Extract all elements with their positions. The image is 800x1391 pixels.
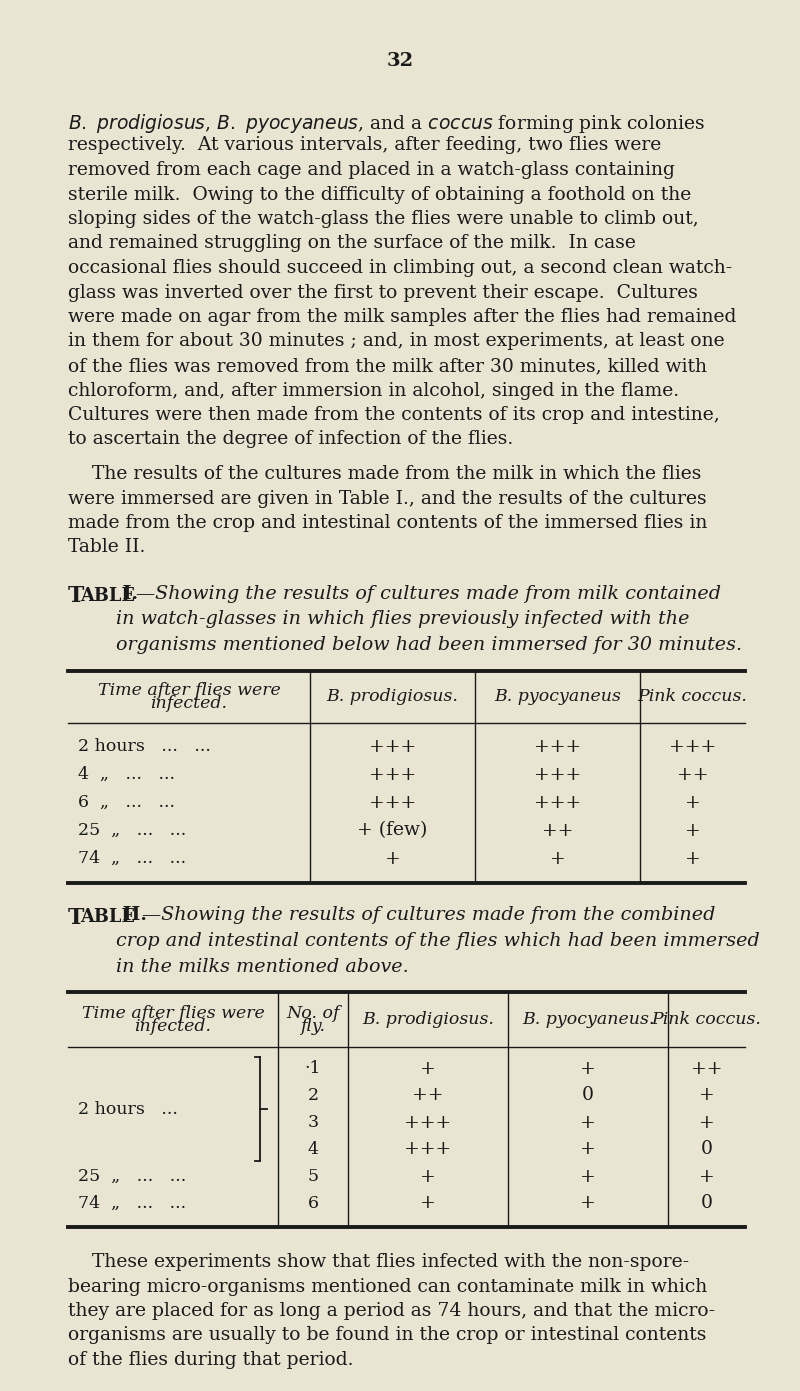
Text: 4  „   ...   ...: 4 „ ... ... — [78, 766, 175, 783]
Text: B. pyocyaneus.: B. pyocyaneus. — [522, 1011, 654, 1028]
Text: B. prodigiosus.: B. prodigiosus. — [362, 1011, 494, 1028]
Text: Time after flies were: Time after flies were — [82, 1006, 264, 1022]
Text: 0: 0 — [701, 1141, 713, 1159]
Text: I.: I. — [116, 586, 138, 604]
Text: 2 hours   ...: 2 hours ... — [78, 1100, 178, 1117]
Text: II.: II. — [116, 907, 147, 925]
Text: +: + — [420, 1167, 436, 1185]
Text: +++: +++ — [669, 737, 716, 755]
Text: No. of: No. of — [286, 1006, 340, 1022]
Text: occasional flies should succeed in climbing out, a second clean watch-: occasional flies should succeed in climb… — [68, 259, 732, 277]
Text: removed from each cage and placed in a watch-glass containing: removed from each cage and placed in a w… — [68, 161, 675, 179]
Text: 2: 2 — [307, 1086, 318, 1104]
Text: organisms are usually to be found in the crop or intestinal contents: organisms are usually to be found in the… — [68, 1327, 706, 1345]
Text: organisms mentioned below had been immersed for 30 minutes.: organisms mentioned below had been immer… — [116, 636, 742, 654]
Text: These experiments show that flies infected with the non-spore-: These experiments show that flies infect… — [68, 1253, 689, 1271]
Text: —Showing the results of cultures made from the combined: —Showing the results of cultures made fr… — [142, 907, 715, 925]
Text: of the flies was removed from the milk after 30 minutes, killed with: of the flies was removed from the milk a… — [68, 357, 707, 376]
Text: +++: +++ — [404, 1141, 452, 1159]
Text: in watch-glasses in which flies previously infected with the: in watch-glasses in which flies previous… — [116, 611, 690, 629]
Text: in the milks mentioned above.: in the milks mentioned above. — [116, 957, 409, 975]
Text: 5: 5 — [307, 1168, 318, 1185]
Text: +: + — [685, 822, 700, 840]
Text: 74  „   ...   ...: 74 „ ... ... — [78, 850, 186, 867]
Text: +++: +++ — [534, 737, 581, 755]
Text: crop and intestinal contents of the flies which had been immersed: crop and intestinal contents of the flie… — [116, 932, 760, 950]
Text: 4: 4 — [307, 1141, 318, 1157]
Text: ·1: ·1 — [305, 1060, 322, 1077]
Text: Cultures were then made from the contents of its crop and intestine,: Cultures were then made from the content… — [68, 406, 720, 424]
Text: 3: 3 — [307, 1114, 318, 1131]
Text: $\it{B.\ prodigiosus}$, $\it{B.\ pyocyaneus}$, and a $\it{coccus}$ forming pink : $\it{B.\ prodigiosus}$, $\it{B.\ pyocyan… — [68, 113, 706, 135]
Text: +: + — [580, 1195, 596, 1213]
Text: +: + — [698, 1114, 714, 1131]
Text: and remained struggling on the surface of the milk.  In case: and remained struggling on the surface o… — [68, 235, 636, 253]
Text: ++: ++ — [542, 822, 574, 840]
Text: bearing micro-organisms mentioned can contaminate milk in which: bearing micro-organisms mentioned can co… — [68, 1277, 707, 1295]
Text: 2 hours   ...   ...: 2 hours ... ... — [78, 739, 211, 755]
Text: 6: 6 — [307, 1195, 318, 1212]
Text: glass was inverted over the first to prevent their escape.  Cultures: glass was inverted over the first to pre… — [68, 284, 698, 302]
Text: +: + — [685, 793, 700, 811]
Text: +: + — [385, 850, 400, 868]
Text: +: + — [420, 1195, 436, 1213]
Text: Time after flies were: Time after flies were — [98, 682, 280, 700]
Text: +: + — [580, 1167, 596, 1185]
Text: infected.: infected. — [150, 696, 227, 712]
Text: sterile milk.  Owing to the difficulty of obtaining a foothold on the: sterile milk. Owing to the difficulty of… — [68, 185, 691, 203]
Text: chloroform, and, after immersion in alcohol, singed in the flame.: chloroform, and, after immersion in alco… — [68, 381, 679, 399]
Text: ABLE: ABLE — [80, 587, 135, 605]
Text: —Showing the results of cultures made from milk contained: —Showing the results of cultures made fr… — [136, 586, 721, 604]
Text: +++: +++ — [534, 765, 581, 783]
Text: 6  „   ...   ...: 6 „ ... ... — [78, 794, 175, 811]
Text: ABLE: ABLE — [80, 908, 135, 926]
Text: B. prodigiosus.: B. prodigiosus. — [326, 689, 458, 705]
Text: respectively.  At various intervals, after feeding, two flies were: respectively. At various intervals, afte… — [68, 136, 662, 154]
Text: fly.: fly. — [301, 1018, 326, 1035]
Text: 32: 32 — [386, 51, 414, 70]
Text: +: + — [580, 1114, 596, 1131]
Text: B. pyocyaneus: B. pyocyaneus — [494, 689, 621, 705]
Text: Table II.: Table II. — [68, 538, 146, 556]
Text: 25  „   ...   ...: 25 „ ... ... — [78, 1168, 186, 1185]
Text: T: T — [68, 586, 84, 606]
Text: ++: ++ — [412, 1086, 444, 1104]
Text: +++: +++ — [404, 1114, 452, 1131]
Text: sloping sides of the watch-glass the flies were unable to climb out,: sloping sides of the watch-glass the fli… — [68, 210, 698, 228]
Text: in them for about 30 minutes ; and, in most experiments, at least one: in them for about 30 minutes ; and, in m… — [68, 332, 725, 351]
Text: they are placed for as long a period as 74 hours, and that the micro-: they are placed for as long a period as … — [68, 1302, 715, 1320]
Text: +++: +++ — [369, 765, 416, 783]
Text: made from the crop and intestinal contents of the immersed flies in: made from the crop and intestinal conten… — [68, 515, 707, 531]
Text: +++: +++ — [369, 793, 416, 811]
Text: Pink coccus.: Pink coccus. — [638, 689, 747, 705]
Text: 0: 0 — [701, 1195, 713, 1213]
Text: of the flies during that period.: of the flies during that period. — [68, 1351, 354, 1369]
Text: +++: +++ — [534, 793, 581, 811]
Text: to ascertain the degree of infection of the flies.: to ascertain the degree of infection of … — [68, 430, 514, 448]
Text: ++: ++ — [677, 765, 708, 783]
Text: +: + — [685, 850, 700, 868]
Text: 25  „   ...   ...: 25 „ ... ... — [78, 822, 186, 839]
Text: Pink coccus.: Pink coccus. — [651, 1011, 762, 1028]
Text: were immersed are given in Table I., and the results of the cultures: were immersed are given in Table I., and… — [68, 490, 706, 508]
Text: +: + — [580, 1060, 596, 1078]
Text: +++: +++ — [369, 737, 416, 755]
Text: 0: 0 — [582, 1086, 594, 1104]
Text: +: + — [580, 1141, 596, 1159]
Text: were made on agar from the milk samples after the flies had remained: were made on agar from the milk samples … — [68, 307, 736, 325]
Text: The results of the cultures made from the milk in which the flies: The results of the cultures made from th… — [68, 465, 702, 483]
Text: ++: ++ — [690, 1060, 722, 1078]
Text: infected.: infected. — [134, 1018, 211, 1035]
Text: T: T — [68, 907, 84, 929]
Text: +: + — [550, 850, 566, 868]
Text: + (few): + (few) — [358, 822, 428, 840]
Text: +: + — [698, 1167, 714, 1185]
Text: +: + — [420, 1060, 436, 1078]
Text: 74  „   ...   ...: 74 „ ... ... — [78, 1195, 186, 1212]
Text: +: + — [698, 1086, 714, 1104]
